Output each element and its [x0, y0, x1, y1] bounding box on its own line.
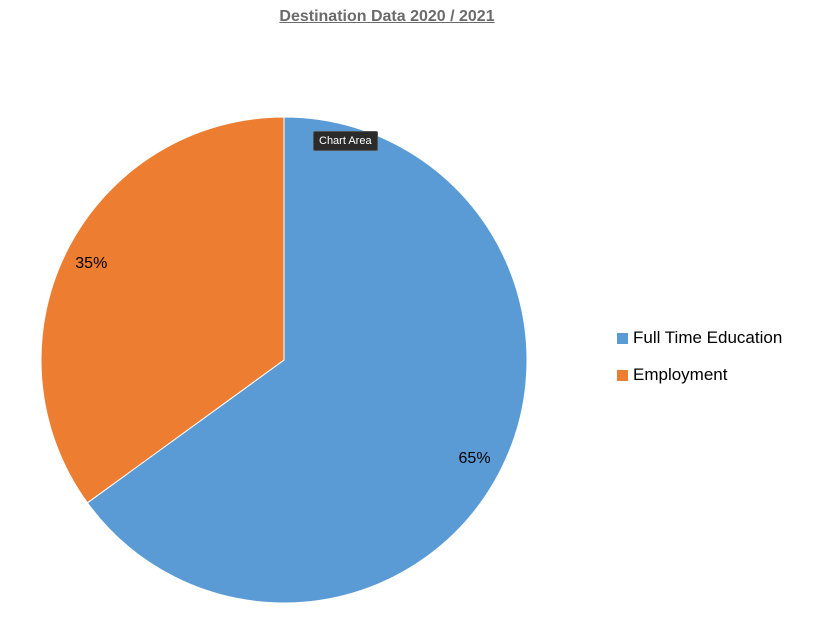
legend-label: Full Time Education — [633, 328, 783, 347]
chart-area-tooltip: Chart Area — [313, 131, 378, 151]
chart-legend: Full Time Education Employment — [617, 328, 782, 402]
data-label-employment: 35% — [75, 255, 107, 272]
pie-slice-full-time-education[interactable] — [86, 116, 528, 604]
legend-swatch — [617, 369, 628, 381]
pie-slice-employment[interactable] — [40, 116, 285, 504]
legend-label: Employment — [633, 365, 728, 384]
legend-item-full-time-education: Full Time Education — [617, 328, 782, 348]
chart-title: Destination Data 2020 / 2021 — [279, 8, 495, 25]
legend-item-employment: Employment — [617, 365, 782, 385]
data-label-full-time-education: 65% — [459, 450, 491, 467]
legend-swatch — [617, 332, 628, 344]
